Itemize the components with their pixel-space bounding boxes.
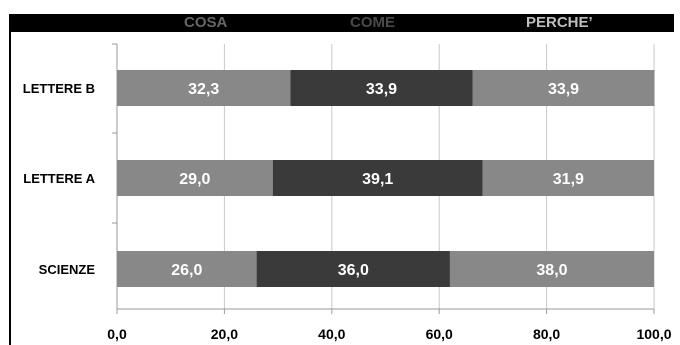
data-label: 33,9	[366, 81, 397, 98]
legend-item-perche: PERCHE’	[526, 14, 593, 31]
bar-segment	[449, 251, 654, 287]
bar-segment	[256, 251, 450, 287]
data-label: 29,0	[179, 171, 210, 188]
x-tick-label: 20,0	[211, 326, 238, 342]
chart-frame-left	[9, 32, 11, 345]
legend-band	[9, 14, 674, 32]
data-label: 26,0	[171, 262, 202, 279]
x-tick-label: 80,0	[533, 326, 560, 342]
category-label: LETTERE B	[23, 81, 95, 96]
legend-item-come: COME	[350, 14, 395, 31]
category-label: LETTERE A	[23, 171, 95, 186]
bar-segment	[117, 160, 273, 196]
data-label: 33,9	[548, 81, 579, 98]
data-label: 39,1	[362, 171, 393, 188]
x-tick-label: 60,0	[426, 326, 453, 342]
bar-segment	[472, 70, 655, 106]
category-label: SCIENZE	[39, 262, 96, 277]
data-label: 32,3	[188, 81, 219, 98]
x-tick-label: 100,0	[636, 326, 671, 342]
data-label: 31,9	[553, 171, 584, 188]
data-label: 38,0	[536, 262, 567, 279]
data-label: 36,0	[338, 262, 369, 279]
bar-segment	[482, 160, 654, 196]
legend-item-cosa: COSA	[184, 14, 228, 31]
x-tick-label: 0,0	[107, 326, 127, 342]
bar-segment	[117, 251, 257, 287]
bar-segment	[272, 160, 483, 196]
x-tick-label: 40,0	[318, 326, 345, 342]
bar-segment	[290, 70, 473, 106]
bar-segment	[117, 70, 291, 106]
